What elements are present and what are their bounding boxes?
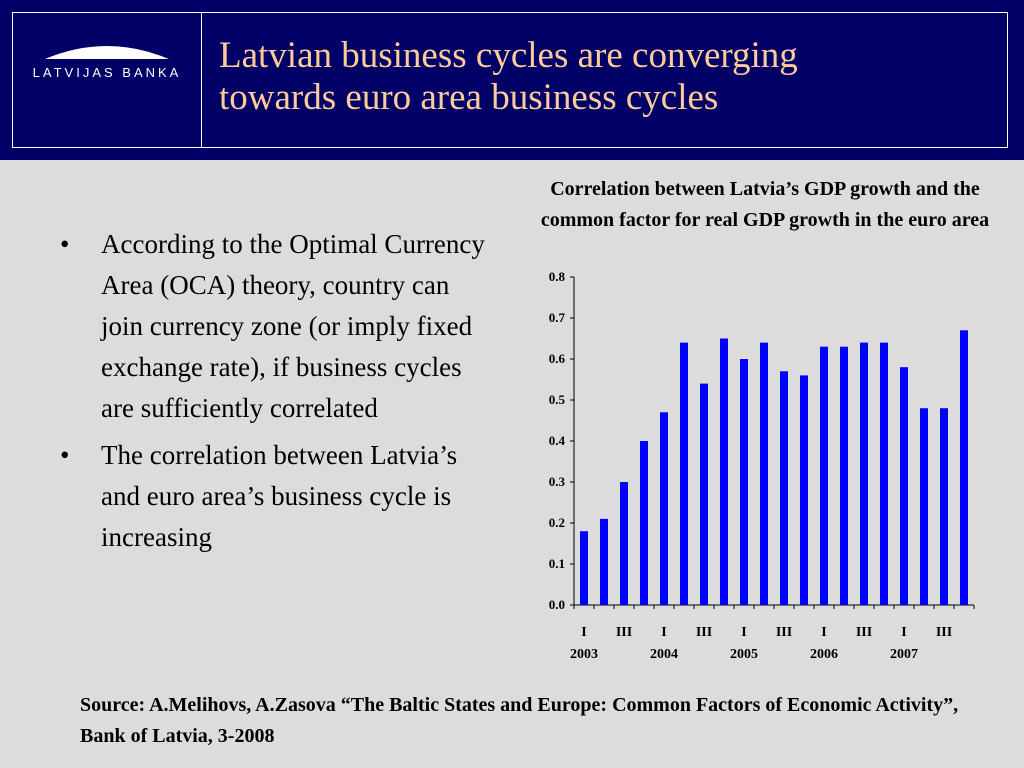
bullet-text: The correlation between Latvia’s and eur… bbox=[101, 440, 458, 552]
title-panel: Latvian business cycles are converging t… bbox=[201, 12, 1008, 148]
bullet-item: • The correlation between Latvia’s and eu… bbox=[56, 435, 496, 558]
bullet-item: • According to the Optimal Currency Area … bbox=[56, 224, 496, 429]
x-year-label: 2003 bbox=[570, 647, 598, 662]
bar bbox=[820, 346, 828, 605]
bar bbox=[940, 408, 948, 605]
x-tick-label: I bbox=[581, 625, 586, 640]
x-tick-label: III bbox=[936, 625, 952, 640]
bar bbox=[880, 342, 888, 605]
x-tick-label: III bbox=[696, 625, 712, 640]
bar bbox=[840, 346, 848, 605]
bullet-dot-icon: • bbox=[60, 229, 70, 259]
header-band: LATVIJAS BANKA Latvian business cycles a… bbox=[0, 0, 1024, 160]
x-year-label: 2005 bbox=[730, 647, 758, 662]
logo-panel: LATVIJAS BANKA bbox=[12, 12, 202, 148]
bar bbox=[740, 359, 748, 605]
y-tick-label: 0.8 bbox=[549, 269, 566, 284]
bar bbox=[680, 342, 688, 605]
y-tick-label: 0.0 bbox=[549, 597, 565, 612]
bar bbox=[780, 371, 788, 605]
bar bbox=[700, 383, 708, 605]
bullet-dot-icon: • bbox=[60, 440, 70, 470]
bar bbox=[580, 531, 588, 605]
source-note: Source: A.Melihovs, A.Zasova “The Baltic… bbox=[80, 694, 959, 747]
y-tick-label: 0.6 bbox=[549, 351, 566, 366]
x-year-label: 2007 bbox=[890, 647, 918, 662]
x-tick-label: III bbox=[616, 625, 632, 640]
bar bbox=[660, 412, 668, 605]
y-tick-label: 0.2 bbox=[549, 515, 565, 530]
y-tick-label: 0.1 bbox=[549, 556, 565, 571]
slide-title: Latvian business cycles are converging t… bbox=[219, 35, 999, 119]
x-tick-label: III bbox=[776, 625, 792, 640]
logo-text: LATVIJAS BANKA bbox=[32, 65, 182, 80]
bullet-text: According to the Optimal Currency Area (… bbox=[101, 229, 485, 423]
bar bbox=[800, 375, 808, 605]
bar bbox=[860, 342, 868, 605]
x-tick-label: I bbox=[741, 625, 746, 640]
bullet-list: • According to the Optimal Currency Area … bbox=[56, 224, 496, 564]
bar bbox=[640, 441, 648, 605]
x-tick-label: I bbox=[661, 625, 666, 640]
bar bbox=[900, 367, 908, 605]
y-tick-label: 0.3 bbox=[549, 474, 566, 489]
bar bbox=[920, 408, 928, 605]
bank-logo-arc-icon bbox=[45, 46, 169, 59]
y-tick-label: 0.7 bbox=[549, 310, 566, 325]
x-tick-label: I bbox=[901, 625, 906, 640]
y-tick-label: 0.4 bbox=[549, 433, 566, 448]
bar bbox=[960, 330, 968, 605]
x-year-label: 2004 bbox=[650, 647, 678, 662]
x-tick-label: I bbox=[821, 625, 826, 640]
bar bbox=[760, 342, 768, 605]
x-tick-label: III bbox=[856, 625, 872, 640]
x-year-label: 2006 bbox=[810, 647, 838, 662]
chart-title: Correlation between Latvia’s GDP growth … bbox=[540, 178, 990, 231]
bar bbox=[620, 482, 628, 605]
y-tick-label: 0.5 bbox=[549, 392, 566, 407]
slide-title-line: Latvian business cycles are converging bbox=[219, 35, 798, 76]
bar bbox=[600, 518, 608, 605]
bar bbox=[720, 338, 728, 605]
slide-title-line: towards euro area business cycles bbox=[219, 77, 719, 118]
